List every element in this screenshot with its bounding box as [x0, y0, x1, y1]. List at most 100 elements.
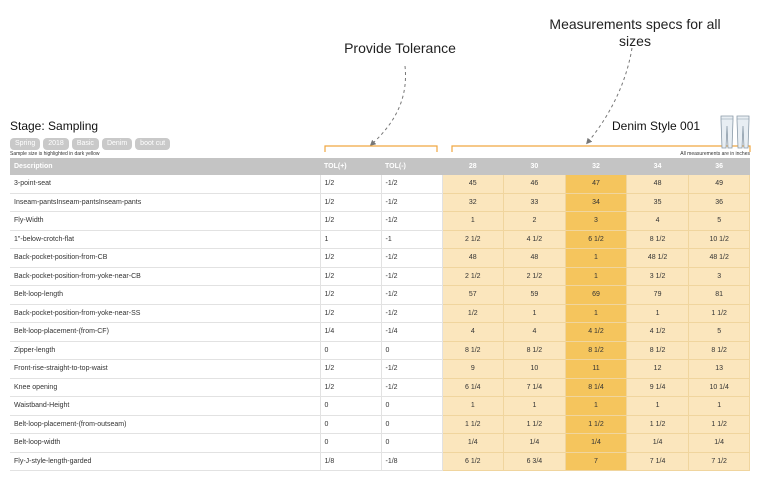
- size-value-cell[interactable]: 3: [688, 267, 751, 286]
- tol-plus-cell[interactable]: 1/2: [320, 211, 382, 231]
- tol-plus-cell[interactable]: 1: [320, 230, 382, 249]
- tol-plus-cell[interactable]: 0: [320, 396, 382, 416]
- tol-minus-cell[interactable]: -1: [381, 230, 443, 249]
- size-value-cell[interactable]: 1: [503, 304, 566, 323]
- tol-minus-cell[interactable]: -1/2: [381, 359, 443, 379]
- tag[interactable]: boot cut: [135, 138, 171, 150]
- size-value-cell[interactable]: 4: [626, 211, 689, 231]
- sample-size-value-cell[interactable]: 1: [565, 248, 628, 268]
- tol-minus-cell[interactable]: -1/8: [381, 452, 443, 471]
- column-header-tol-plus[interactable]: TOL(+): [320, 158, 381, 175]
- tol-minus-cell[interactable]: 0: [381, 415, 443, 434]
- size-value-cell[interactable]: 2 1/2: [442, 267, 505, 286]
- column-header-description[interactable]: Description: [10, 158, 320, 175]
- sample-size-value-cell[interactable]: 1: [565, 304, 628, 323]
- size-value-cell[interactable]: 7 1/2: [688, 452, 751, 471]
- size-value-cell[interactable]: 2: [503, 211, 566, 231]
- sample-size-value-cell[interactable]: 1: [565, 267, 628, 286]
- table-row[interactable]: Zipper-length 0 0 8 1/2 8 1/2 8 1/2 8 1/2 8 1/2: [10, 341, 751, 360]
- size-value-cell[interactable]: 1: [688, 396, 751, 416]
- table-row[interactable]: Belt-loop-placement-(from-CF) 1/4 -1/4 4 4 4 …: [10, 322, 751, 342]
- column-header-tol-minus[interactable]: TOL(-): [381, 158, 442, 175]
- size-value-cell[interactable]: 9 1/4: [626, 378, 689, 397]
- tol-plus-cell[interactable]: 1/2: [320, 359, 382, 379]
- description-cell[interactable]: 1"-below-crotch-flat: [10, 230, 321, 249]
- table-row[interactable]: 3-point-seat 1/2 -1/2 45 46 47 48 49: [10, 175, 751, 194]
- tol-plus-cell[interactable]: 1/2: [320, 193, 382, 212]
- tol-minus-cell[interactable]: 0: [381, 341, 443, 360]
- size-value-cell[interactable]: 36: [688, 193, 751, 212]
- description-cell[interactable]: Fly-J-style-length-garded: [10, 452, 321, 471]
- size-value-cell[interactable]: 13: [688, 359, 751, 379]
- size-value-cell[interactable]: 45: [442, 175, 505, 194]
- size-value-cell[interactable]: 5: [688, 211, 751, 231]
- table-row[interactable]: Belt-loop-width 0 0 1/4 1/4 1/4 1/4 1/4: [10, 433, 751, 453]
- size-value-cell[interactable]: 32: [442, 193, 505, 212]
- size-value-cell[interactable]: 1: [442, 211, 505, 231]
- size-value-cell[interactable]: 48 1/2: [688, 248, 751, 268]
- column-header-size[interactable]: 28: [442, 158, 504, 175]
- table-row[interactable]: Knee opening 1/2 -1/2 6 1/4 7 1/4 8 1/4 9 1/4 1…: [10, 378, 751, 397]
- tol-plus-cell[interactable]: 1/2: [320, 378, 382, 397]
- size-value-cell[interactable]: 1: [442, 396, 505, 416]
- size-value-cell[interactable]: 1/2: [442, 304, 505, 323]
- size-value-cell[interactable]: 33: [503, 193, 566, 212]
- size-value-cell[interactable]: 6 3/4: [503, 452, 566, 471]
- column-header-size[interactable]: 34: [626, 158, 689, 175]
- size-value-cell[interactable]: 1: [626, 304, 689, 323]
- description-cell[interactable]: Front-rise-straight-to-top-waist: [10, 359, 321, 379]
- sample-size-value-cell[interactable]: 34: [565, 193, 628, 212]
- table-row[interactable]: Belt-loop-length 1/2 -1/2 57 59 69 79 81: [10, 285, 751, 305]
- tol-plus-cell[interactable]: 1/2: [320, 285, 382, 305]
- size-value-cell[interactable]: 49: [688, 175, 751, 194]
- tol-minus-cell[interactable]: -1/2: [381, 378, 443, 397]
- sample-size-value-cell[interactable]: 11: [565, 359, 628, 379]
- tol-minus-cell[interactable]: -1/2: [381, 267, 443, 286]
- sample-size-value-cell[interactable]: 8 1/2: [565, 341, 628, 360]
- size-value-cell[interactable]: 6 1/2: [442, 452, 505, 471]
- size-value-cell[interactable]: 57: [442, 285, 505, 305]
- tol-plus-cell[interactable]: 1/2: [320, 175, 382, 194]
- size-value-cell[interactable]: 10 1/4: [688, 378, 751, 397]
- table-row[interactable]: Front-rise-straight-to-top-waist 1/2 -1/2 9…: [10, 359, 751, 379]
- description-cell[interactable]: Waistband-Height: [10, 396, 321, 416]
- size-value-cell[interactable]: 1/4: [503, 433, 566, 453]
- sample-size-value-cell[interactable]: 1 1/2: [565, 415, 628, 434]
- table-row[interactable]: Back-pocket-position-from-yoke-near-SS 1/…: [10, 304, 751, 323]
- description-cell[interactable]: Belt-loop-placement-(from-CF): [10, 322, 321, 342]
- size-value-cell[interactable]: 48: [503, 248, 566, 268]
- sample-size-value-cell[interactable]: 1/4: [565, 433, 628, 453]
- tol-minus-cell[interactable]: -1/2: [381, 304, 443, 323]
- tag[interactable]: 2018: [43, 138, 69, 150]
- description-cell[interactable]: Knee opening: [10, 378, 321, 397]
- size-value-cell[interactable]: 48 1/2: [626, 248, 689, 268]
- sample-size-value-cell[interactable]: 69: [565, 285, 628, 305]
- size-value-cell[interactable]: 48: [442, 248, 505, 268]
- size-value-cell[interactable]: 1 1/2: [688, 415, 751, 434]
- description-cell[interactable]: Belt-loop-placement-(from-outseam): [10, 415, 321, 434]
- size-value-cell[interactable]: 12: [626, 359, 689, 379]
- table-row[interactable]: Fly-J-style-length-garded 1/8 -1/8 6 1/2 6 3…: [10, 452, 751, 471]
- size-value-cell[interactable]: 1: [503, 396, 566, 416]
- size-value-cell[interactable]: 10 1/2: [688, 230, 751, 249]
- size-value-cell[interactable]: 1 1/2: [503, 415, 566, 434]
- size-value-cell[interactable]: 2 1/2: [442, 230, 505, 249]
- size-value-cell[interactable]: 1/4: [626, 433, 689, 453]
- description-cell[interactable]: Fly-Width: [10, 211, 321, 231]
- size-value-cell[interactable]: 1/4: [688, 433, 751, 453]
- tol-minus-cell[interactable]: 0: [381, 396, 443, 416]
- size-value-cell[interactable]: 46: [503, 175, 566, 194]
- tag[interactable]: Spring: [10, 138, 41, 150]
- description-cell[interactable]: Back-pocket-position-from-CB: [10, 248, 321, 268]
- size-value-cell[interactable]: 1 1/2: [688, 304, 751, 323]
- tol-plus-cell[interactable]: 0: [320, 433, 382, 453]
- size-value-cell[interactable]: 1 1/2: [442, 415, 505, 434]
- tol-plus-cell[interactable]: 1/4: [320, 322, 382, 342]
- size-value-cell[interactable]: 8 1/2: [503, 341, 566, 360]
- size-value-cell[interactable]: 1 1/2: [626, 415, 689, 434]
- table-row[interactable]: Waistband-Height 0 0 1 1 1 1 1: [10, 396, 751, 416]
- size-value-cell[interactable]: 9: [442, 359, 505, 379]
- description-cell[interactable]: Belt-loop-length: [10, 285, 321, 305]
- description-cell[interactable]: Back-pocket-position-from-yoke-near-SS: [10, 304, 321, 323]
- size-value-cell[interactable]: 81: [688, 285, 751, 305]
